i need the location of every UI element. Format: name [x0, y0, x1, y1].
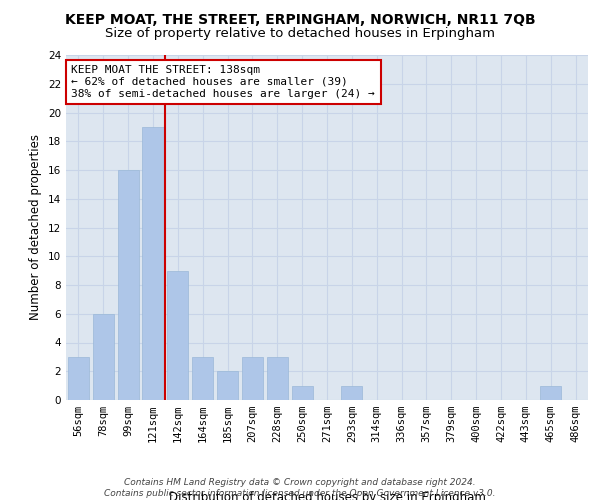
Bar	[167, 270, 188, 400]
Bar	[292, 386, 313, 400]
Bar	[242, 357, 263, 400]
Bar	[68, 357, 89, 400]
Bar	[540, 386, 561, 400]
Bar	[118, 170, 139, 400]
Text: Size of property relative to detached houses in Erpingham: Size of property relative to detached ho…	[105, 28, 495, 40]
Bar	[93, 314, 114, 400]
Text: KEEP MOAT THE STREET: 138sqm
← 62% of detached houses are smaller (39)
38% of se: KEEP MOAT THE STREET: 138sqm ← 62% of de…	[71, 66, 375, 98]
Bar	[341, 386, 362, 400]
Bar	[267, 357, 288, 400]
Text: Contains HM Land Registry data © Crown copyright and database right 2024.
Contai: Contains HM Land Registry data © Crown c…	[104, 478, 496, 498]
Bar	[142, 127, 164, 400]
Text: KEEP MOAT, THE STREET, ERPINGHAM, NORWICH, NR11 7QB: KEEP MOAT, THE STREET, ERPINGHAM, NORWIC…	[65, 12, 535, 26]
Y-axis label: Number of detached properties: Number of detached properties	[29, 134, 43, 320]
Bar	[217, 371, 238, 400]
Bar	[192, 357, 213, 400]
X-axis label: Distribution of detached houses by size in Erpingham: Distribution of detached houses by size …	[169, 491, 485, 500]
